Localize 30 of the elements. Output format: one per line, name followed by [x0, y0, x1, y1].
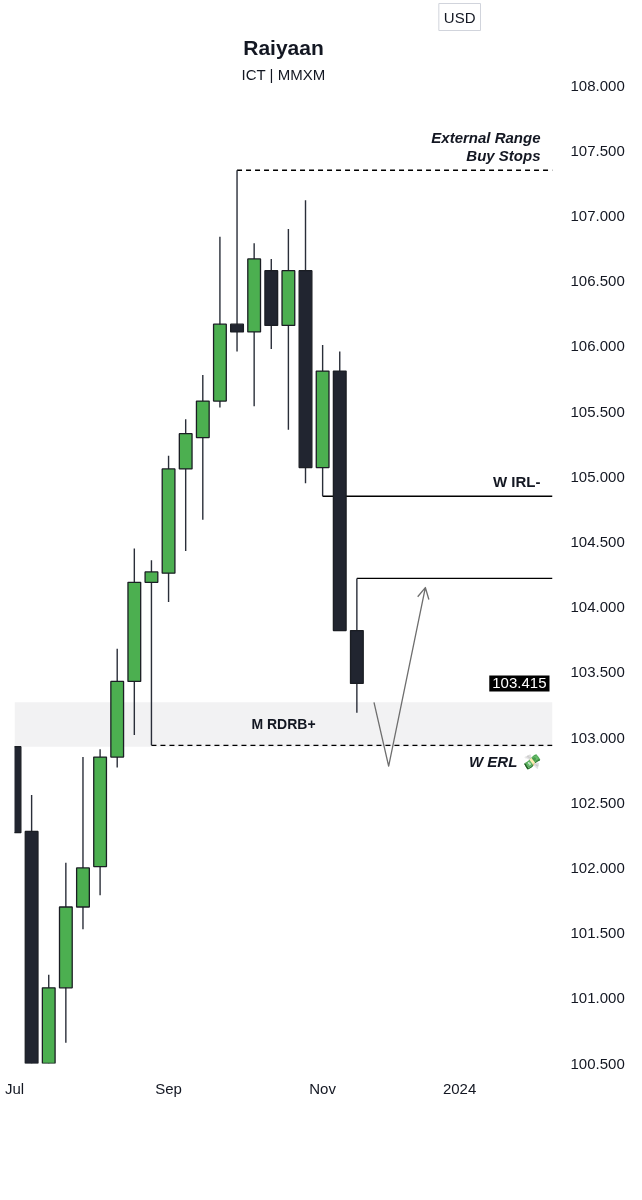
x-tick-label: Jul: [4, 1079, 25, 1097]
band-label: M RDRB+: [251, 716, 316, 733]
x-tick-label: Sep: [155, 1079, 182, 1097]
y-tick-label: 105.500: [570, 402, 625, 420]
x-tick-label: Nov: [309, 1079, 337, 1097]
y-tick-label: 101.000: [570, 989, 625, 1007]
chart-subtitle: ICT | MMXM: [241, 65, 326, 83]
y-tick-label: 103.000: [570, 728, 625, 746]
y-tick-label: 108.000: [570, 76, 625, 94]
y-tick-label: 103.500: [570, 663, 625, 681]
y-tick-label: 104.000: [570, 598, 625, 616]
y-tick-label: 106.000: [570, 337, 625, 355]
annotation: 103.415: [492, 674, 547, 692]
series-label: External Range Buy Stops: [431, 129, 541, 165]
y-tick-label: 107.000: [570, 206, 625, 224]
y-tick-label: 104.500: [570, 532, 625, 550]
y-tick-label: 100.500: [570, 1054, 625, 1072]
x-tick-label: 2024: [442, 1079, 477, 1097]
series-label: W ERL 💸: [469, 753, 544, 771]
candlestick: [230, 169, 245, 353]
y-tick-label: 102.000: [570, 858, 625, 876]
y-tick-label: 101.500: [570, 924, 625, 942]
y-tick-label: 107.500: [570, 141, 625, 159]
chart-title: Raiyaan: [243, 35, 324, 59]
y-axis-title: USD: [443, 8, 476, 26]
series-label: W IRL-: [493, 473, 541, 491]
y-tick-label: 106.500: [570, 272, 625, 290]
y-tick-label: 102.500: [570, 793, 625, 811]
candlestick: [144, 559, 159, 747]
y-tick-label: 105.000: [570, 467, 625, 485]
